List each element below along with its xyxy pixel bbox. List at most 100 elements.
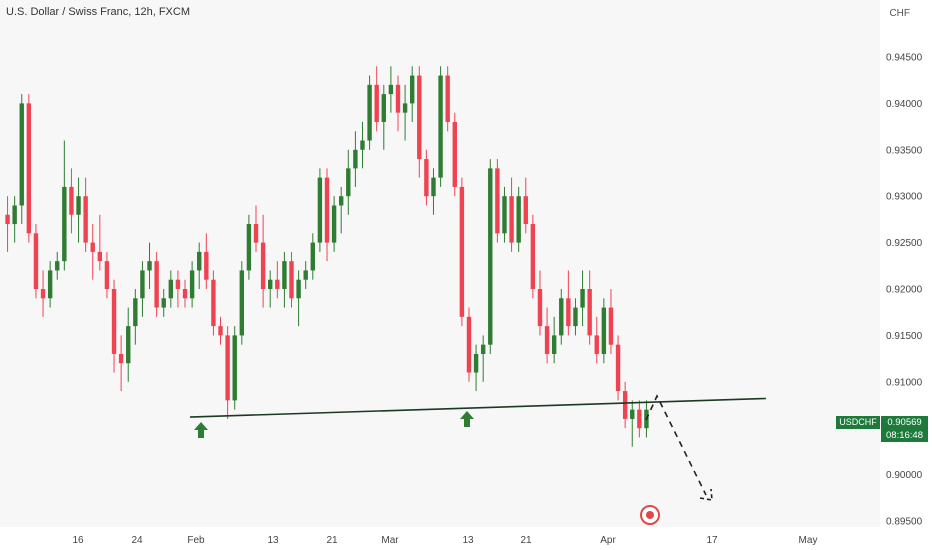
candle-body[interactable] — [637, 409, 642, 429]
candle-body[interactable] — [374, 84, 379, 122]
candle-body[interactable] — [459, 186, 465, 317]
candle-body[interactable] — [544, 326, 550, 354]
candle-body[interactable] — [204, 251, 209, 280]
y-tick-label: 0.92000 — [886, 285, 923, 296]
candle-body[interactable] — [175, 279, 181, 289]
candle-body[interactable] — [76, 196, 81, 215]
candle-body[interactable] — [488, 168, 493, 345]
candle-body[interactable] — [12, 205, 17, 225]
candle-body[interactable] — [367, 84, 372, 141]
candle-body[interactable] — [431, 177, 436, 197]
support-trendline[interactable] — [189, 397, 767, 418]
candle-body[interactable] — [424, 159, 429, 197]
candle-body[interactable] — [289, 261, 294, 299]
candle-body[interactable] — [381, 94, 386, 122]
candle-body[interactable] — [140, 270, 145, 299]
x-tick-label: Mar — [381, 535, 399, 546]
candle-body[interactable] — [218, 326, 223, 336]
candle-body[interactable] — [573, 307, 578, 327]
candle-body[interactable] — [324, 177, 330, 243]
x-tick-label: 21 — [326, 535, 338, 546]
candle-body[interactable] — [253, 224, 259, 243]
candle-body[interactable] — [551, 335, 557, 354]
candle-body[interactable] — [47, 270, 53, 299]
candle-body[interactable] — [473, 353, 479, 373]
candle-body[interactable] — [19, 103, 24, 206]
candle-body[interactable] — [168, 279, 174, 299]
candle-body[interactable] — [232, 335, 237, 401]
candle-body[interactable] — [630, 409, 635, 419]
y-tick-label: 0.93500 — [886, 145, 923, 156]
candle-body[interactable] — [211, 279, 216, 327]
candle-body[interactable] — [182, 289, 188, 299]
candle-body[interactable] — [189, 270, 195, 299]
candle-body[interactable] — [246, 224, 252, 271]
candle-body[interactable] — [388, 84, 394, 95]
candle-body[interactable] — [118, 353, 124, 364]
candle-body[interactable] — [587, 289, 592, 336]
candle-body[interactable] — [516, 196, 521, 243]
candle-body[interactable] — [480, 344, 486, 354]
chart-title: U.S. Dollar / Swiss Franc, 12h, FXCM — [6, 6, 190, 18]
candle-body[interactable] — [104, 261, 110, 289]
candle-body[interactable] — [615, 344, 621, 392]
candle-body[interactable] — [601, 307, 607, 354]
candle-body[interactable] — [594, 335, 599, 354]
candle-body[interactable] — [523, 196, 528, 225]
candle-body[interactable] — [509, 196, 514, 243]
candle-body[interactable] — [33, 233, 39, 289]
candle-body[interactable] — [147, 261, 152, 271]
candle-body[interactable] — [126, 326, 131, 364]
candle-body[interactable] — [559, 298, 564, 336]
candle-body[interactable] — [303, 270, 308, 280]
candle-body[interactable] — [26, 103, 32, 234]
candle-body[interactable] — [360, 140, 365, 150]
candle-body[interactable] — [495, 168, 500, 234]
candle-body[interactable] — [395, 84, 401, 113]
candle-body[interactable] — [161, 298, 166, 308]
candle-body[interactable] — [282, 261, 287, 289]
candle-body[interactable] — [62, 186, 67, 262]
candle-body[interactable] — [310, 242, 316, 271]
y-tick-label: 0.89500 — [886, 517, 923, 528]
candle-body[interactable] — [566, 298, 571, 327]
candle-body[interactable] — [452, 121, 457, 187]
candle-body[interactable] — [239, 270, 245, 336]
candle-body[interactable] — [346, 168, 351, 197]
candle-body[interactable] — [409, 75, 415, 104]
support-arrow-1 — [194, 422, 208, 438]
candle-body[interactable] — [5, 214, 10, 225]
candle-body[interactable] — [111, 289, 117, 354]
candle-body[interactable] — [438, 75, 443, 178]
candle-body[interactable] — [260, 242, 266, 289]
candle-body[interactable] — [69, 186, 74, 215]
candle-body[interactable] — [402, 103, 408, 113]
candle-body[interactable] — [83, 196, 88, 243]
candle-body[interactable] — [225, 335, 230, 401]
candle-body[interactable] — [154, 261, 159, 308]
candle-body[interactable] — [317, 177, 323, 243]
candle-body[interactable] — [296, 279, 301, 299]
candle-body[interactable] — [55, 261, 60, 271]
candle-body[interactable] — [40, 289, 46, 299]
candle-body[interactable] — [197, 251, 202, 271]
candle-body[interactable] — [466, 316, 472, 373]
candle-body[interactable] — [275, 279, 280, 289]
candle-body[interactable] — [353, 149, 358, 169]
candle-body[interactable] — [608, 307, 614, 345]
candle-body[interactable] — [268, 279, 273, 289]
economic-event-icon[interactable] — [640, 505, 660, 525]
candle-body[interactable] — [530, 224, 536, 289]
candle-body[interactable] — [417, 75, 422, 160]
candle-body[interactable] — [331, 205, 337, 243]
candle-body[interactable] — [133, 298, 138, 327]
candle-body[interactable] — [338, 196, 344, 206]
candle-body[interactable] — [90, 242, 95, 252]
candle-body[interactable] — [537, 289, 543, 327]
candle-body[interactable] — [580, 289, 585, 308]
candle-body[interactable] — [97, 251, 103, 262]
candle-body[interactable] — [622, 391, 628, 419]
candle-body[interactable] — [502, 196, 507, 234]
candle-body[interactable] — [445, 75, 450, 122]
